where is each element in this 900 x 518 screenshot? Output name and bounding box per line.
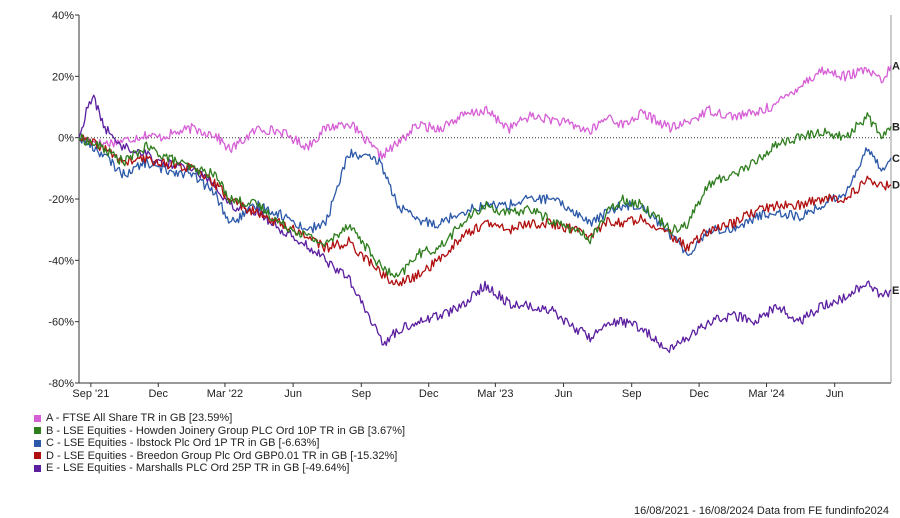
end-label-b: B [892, 121, 900, 133]
legend-label-a: A - FTSE All Share TR in GB [23.59%] [46, 412, 233, 424]
legend-label-d: D - LSE Equities - Breedon Group Plc Ord… [46, 449, 398, 462]
x-tick-label: Sep [622, 388, 642, 400]
end-label-c: C [892, 153, 900, 165]
legend-item-c: C - LSE Equities - Ibstock Plc Ord 1P TR… [34, 437, 405, 450]
y-axis-ticks: -80% -60% -40% -20% 0% 20% 40% [48, 10, 79, 390]
series-line-a [78, 65, 892, 160]
y-tick-label: 0% [58, 133, 74, 145]
legend-swatch-d [34, 452, 41, 460]
legend-item-a: A - FTSE All Share TR in GB [23.59%] [34, 412, 405, 425]
legend-swatch-e [34, 464, 41, 472]
series-line-c [78, 137, 892, 257]
source-footer: 16/08/2021 - 16/08/2024 Data from FE fun… [633, 505, 889, 517]
x-tick-label: Mar '24 [748, 388, 784, 400]
legend-item-d: D - LSE Equities - Breedon Group Plc Ord… [34, 450, 405, 463]
y-tick-label: 40% [52, 10, 74, 22]
legend-swatch-a [34, 414, 41, 422]
line-chart: -80% -60% -40% -20% 0% 20% 40% Sep '21 Dec Mar '… [48, 10, 900, 400]
legend-swatch-c [34, 439, 41, 447]
y-tick-label: -20% [48, 194, 74, 206]
end-label-e: E [892, 285, 899, 297]
legend-label-e: E - LSE Equities - Marshalls PLC Ord 25P… [46, 462, 350, 474]
x-tick-label: Jun [826, 388, 844, 400]
x-axis-ticks: Sep '21 Dec Mar '22 Jun Sep Dec Mar '23 Jun Sep D… [72, 383, 844, 400]
end-label-d: D [892, 180, 900, 192]
legend: A - FTSE All Share TR in GB [23.59%] B -… [34, 412, 405, 475]
y-tick-label: -40% [48, 255, 74, 267]
series-line-d [78, 134, 892, 287]
legend-item-e: E - LSE Equities - Marshalls PLC Ord 25P… [34, 462, 405, 475]
x-tick-label: Mar '23 [477, 388, 513, 400]
x-tick-label: Dec [419, 388, 439, 400]
y-tick-label: -80% [48, 378, 74, 390]
series-lines [78, 65, 892, 354]
legend-item-b: B - LSE Equities - Howden Joinery Group … [34, 425, 405, 438]
x-tick-label: Mar '22 [207, 388, 243, 400]
x-tick-label: Jun [555, 388, 573, 400]
legend-label-b: B - LSE Equities - Howden Joinery Group … [46, 424, 406, 437]
series-end-labels: A E C D B [892, 60, 900, 297]
end-label-a: A [892, 60, 900, 72]
x-tick-label: Dec [689, 388, 709, 400]
y-tick-label: -60% [48, 317, 74, 329]
x-tick-label: Sep [351, 388, 371, 400]
y-tick-label: 20% [52, 71, 74, 83]
series-line-b [78, 112, 892, 279]
x-tick-label: Dec [148, 388, 168, 400]
legend-swatch-b [34, 427, 41, 435]
x-tick-label: Jun [284, 388, 302, 400]
legend-label-c: C - LSE Equities - Ibstock Plc Ord 1P TR… [46, 437, 320, 449]
x-tick-label: Sep '21 [72, 388, 109, 400]
